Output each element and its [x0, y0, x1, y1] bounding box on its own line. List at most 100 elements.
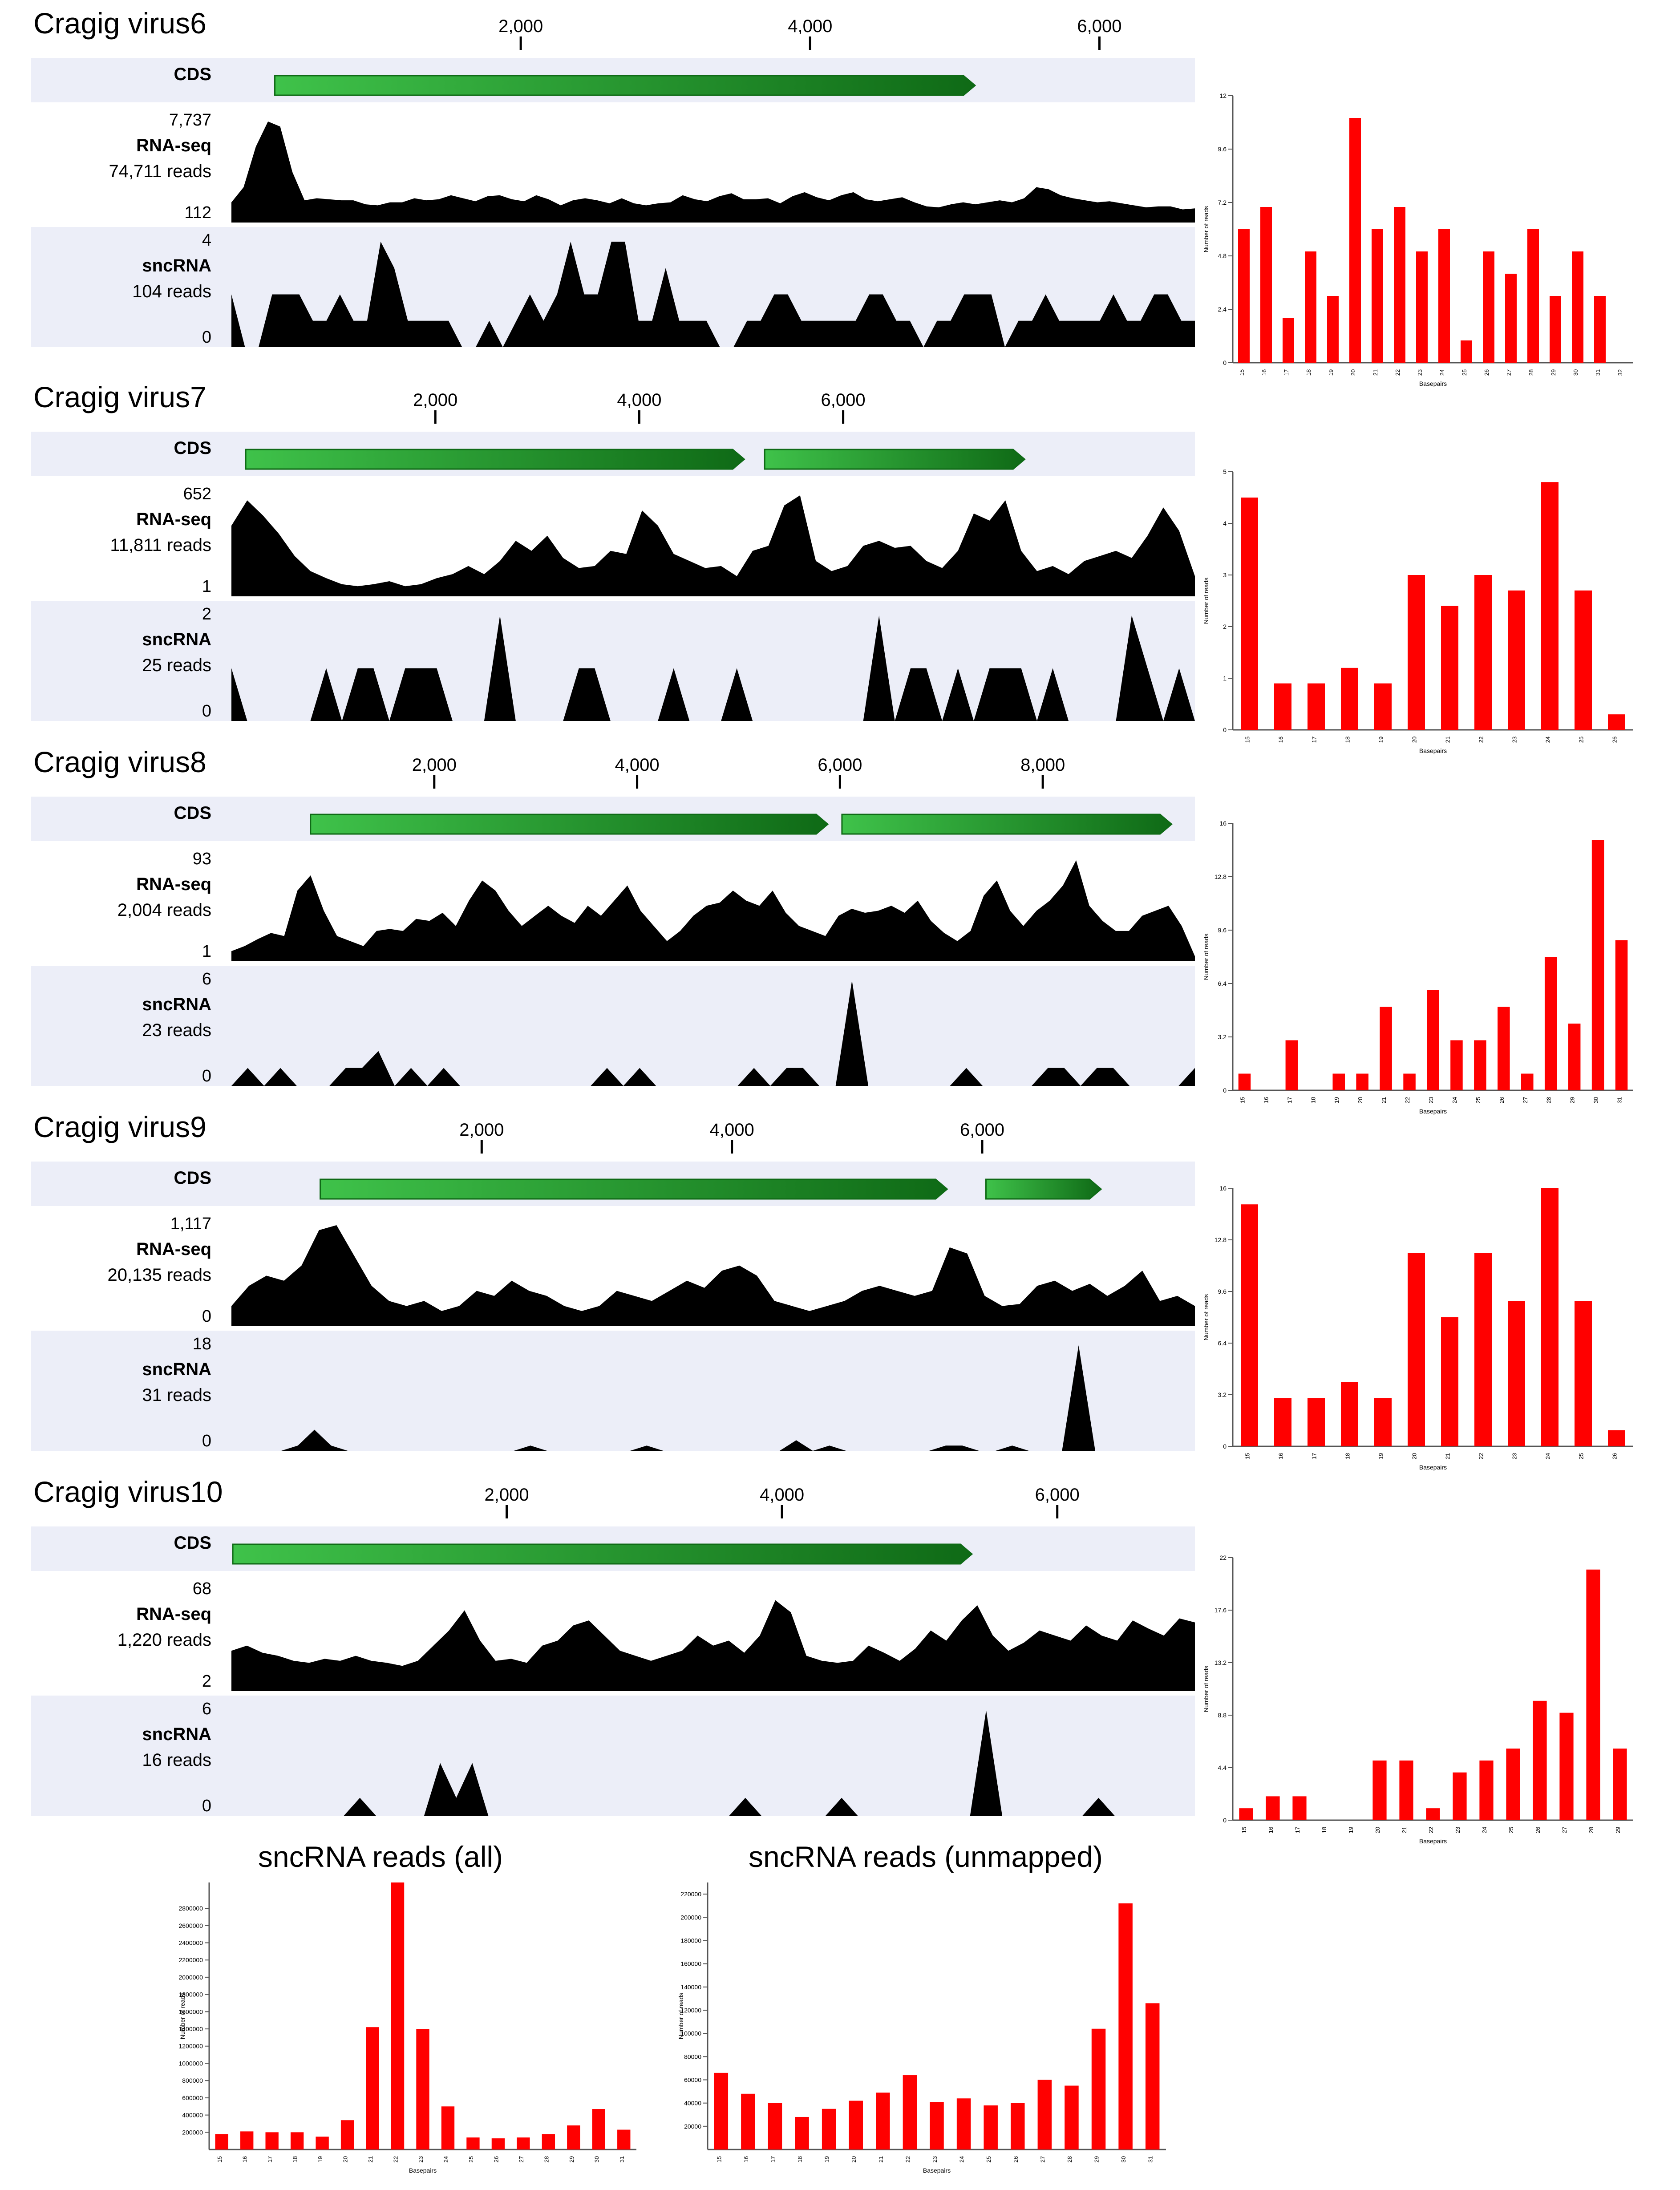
summary-bar-unmapped: [1065, 2085, 1079, 2150]
length-bar: [1608, 1430, 1625, 1446]
bar-x-tick-label: 22: [904, 2156, 911, 2162]
bar-x-tick-label: 18: [797, 2156, 803, 2162]
bar-y-tick-label: 4.8: [1218, 252, 1227, 259]
bar-x-tick-label: 31: [1616, 1097, 1623, 1103]
cds-arrow: [310, 814, 829, 835]
bar-x-axis-label: Basepairs: [1419, 747, 1447, 754]
bar-x-tick-label: 20: [1350, 369, 1356, 376]
bar-x-tick-label: 27: [518, 2156, 525, 2162]
bar-y-tick-label: 4: [1223, 520, 1227, 527]
bar-y-tick-label: 0: [1223, 1817, 1227, 1824]
bar-x-tick-label: 26: [1483, 369, 1490, 376]
bar-y-axis-label: Number of reads: [1202, 206, 1210, 252]
bar-x-tick-label: 18: [1310, 1097, 1316, 1103]
bar-x-tick-label: 15: [1239, 1097, 1246, 1103]
sncrna-min-label: 0: [202, 1797, 211, 1815]
bar-y-tick-label: 1600000: [178, 2008, 203, 2015]
length-bar: [1394, 207, 1405, 363]
length-bar: [1572, 251, 1583, 363]
bar-x-tick-label: 24: [959, 2156, 965, 2162]
bar-y-tick-label: 0: [1223, 1087, 1227, 1094]
length-bar: [1308, 683, 1325, 730]
bar-y-tick-label: 200000: [680, 1914, 701, 1921]
length-bar: [1508, 1301, 1525, 1446]
bar-x-axis-label: Basepairs: [1419, 1838, 1447, 1845]
bar-x-tick-label: 23: [1511, 737, 1518, 743]
summary-bar-all: [617, 2129, 631, 2150]
length-bar: [1374, 1398, 1392, 1446]
summary-bar-unmapped: [1037, 2080, 1052, 2150]
bar-y-tick-label: 12: [1219, 92, 1227, 99]
bar-x-tick-label: 16: [1267, 1827, 1274, 1833]
bar-x-tick-label: 31: [619, 2156, 625, 2162]
summary-bar-all: [340, 2120, 354, 2150]
bar-x-tick-label: 31: [1595, 369, 1601, 376]
length-bar: [1615, 940, 1628, 1090]
summary-bar-all: [466, 2137, 480, 2150]
bar-x-tick-label: 25: [1508, 1827, 1514, 1833]
bar-x-tick-label: 26: [1611, 737, 1618, 743]
length-bar: [1474, 575, 1492, 730]
bar-y-tick-label: 60000: [684, 2076, 701, 2083]
bar-x-tick-label: 15: [1244, 737, 1251, 743]
bar-y-tick-label: 6.4: [1218, 980, 1227, 987]
length-bar: [1608, 714, 1625, 730]
bar-x-tick-label: 20: [850, 2156, 857, 2162]
bar-x-tick-label: 21: [1445, 737, 1451, 743]
bar-y-tick-label: 3: [1223, 571, 1227, 579]
bar-x-tick-label: 18: [1344, 737, 1351, 743]
genome-panel-8: Cragig virus8 2,000 4,000 6,000 8,000 CDS 93 RN…: [31, 745, 1633, 1115]
sncrna-reads-label: 23 reads: [142, 1020, 211, 1040]
bar-y-tick-label: 9.6: [1218, 146, 1227, 153]
rnaseq-reads-label: 11,811 reads: [110, 535, 211, 555]
rnaseq-label: RNA-seq: [136, 1239, 211, 1259]
summary-title-unmapped: sncRNA reads (unmapped): [749, 1840, 1103, 1873]
sncrna-min-label: 0: [202, 328, 211, 347]
summary-bar-unmapped: [930, 2102, 944, 2150]
bar-x-tick-label: 19: [1378, 1453, 1384, 1459]
length-bar: [1408, 575, 1425, 730]
length-bar: [1591, 840, 1604, 1090]
bar-x-tick-label: 29: [1093, 2156, 1100, 2162]
bar-y-tick-label: 22: [1219, 1554, 1227, 1561]
bar-y-tick-label: 2: [1223, 623, 1227, 630]
bar-x-tick-label: 21: [1372, 369, 1379, 376]
bar-x-tick-label: 19: [317, 2156, 324, 2162]
length-bar: [1241, 498, 1258, 730]
bar-y-tick-label: 6.4: [1218, 1340, 1227, 1347]
summary-bar-all: [366, 2027, 379, 2150]
length-bar: [1550, 296, 1561, 363]
sncrna-reads-label: 16 reads: [142, 1750, 211, 1770]
length-bar: [1541, 482, 1559, 730]
length-bar: [1568, 1024, 1581, 1090]
length-bar: [1427, 990, 1439, 1090]
bar-y-tick-label: 3.2: [1218, 1033, 1227, 1040]
bar-x-tick-label: 17: [1311, 737, 1318, 743]
length-bar: [1594, 296, 1606, 363]
bar-x-tick-label: 29: [1569, 1097, 1576, 1103]
bar-y-tick-label: 600000: [182, 2094, 203, 2101]
bar-x-tick-label: 17: [769, 2156, 776, 2162]
ruler-tick-label: 2,000: [413, 390, 457, 410]
length-bar: [1399, 1760, 1413, 1820]
length-bar: [1613, 1749, 1627, 1820]
bar-x-tick-label: 22: [1478, 737, 1485, 743]
rnaseq-label: RNA-seq: [136, 874, 211, 894]
summary-bar-all: [316, 2136, 329, 2150]
bar-x-tick-label: 15: [1239, 369, 1245, 376]
bar-x-tick-label: 28: [1588, 1827, 1595, 1833]
ruler-tick-label: 6,000: [818, 755, 862, 775]
ruler-tick-label: 2,000: [459, 1120, 504, 1140]
bar-y-tick-label: 2400000: [178, 1939, 203, 1946]
bar-y-axis-label: Number of reads: [1202, 1294, 1210, 1340]
length-bar: [1266, 1796, 1280, 1820]
bar-x-tick-label: 19: [824, 2156, 830, 2162]
cds-label: CDS: [174, 438, 211, 458]
length-bar: [1372, 229, 1383, 363]
bar-x-tick-label: 24: [1439, 369, 1445, 376]
summary-bar-unmapped: [795, 2117, 809, 2150]
bar-y-tick-label: 0: [1223, 359, 1227, 366]
bar-x-tick-label: 25: [985, 2156, 992, 2162]
summary-chart-unmapped: sncRNA reads (unmapped) 20000 40000 60000 8…: [677, 1840, 1166, 2174]
